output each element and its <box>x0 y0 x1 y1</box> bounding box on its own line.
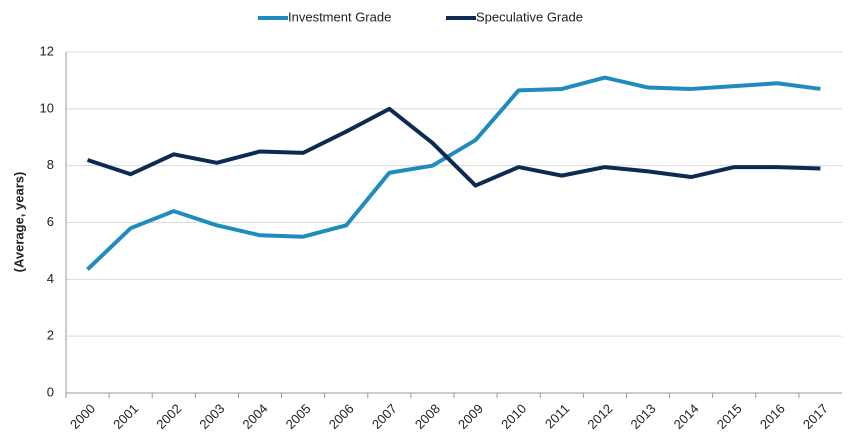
y-tick-label: 12 <box>40 43 54 58</box>
y-tick-label: 2 <box>47 328 54 343</box>
x-tick-label: 2008 <box>412 401 443 432</box>
x-tick-label: 2005 <box>283 401 314 432</box>
x-tick-label: 2004 <box>239 401 270 432</box>
y-tick-label: 6 <box>47 214 54 229</box>
y-tick-label: 10 <box>40 100 54 115</box>
x-tick-label: 2015 <box>714 401 745 432</box>
x-tick-label: 2001 <box>110 401 141 432</box>
x-tick-label: 2012 <box>584 401 615 432</box>
x-tick-label: 2010 <box>498 401 529 432</box>
x-tick-label: 2017 <box>800 401 831 432</box>
y-tick-label: 4 <box>47 271 54 286</box>
y-axis-label: (Average, years) <box>11 172 26 273</box>
x-tick-label: 2014 <box>671 401 702 432</box>
legend-label: Speculative Grade <box>476 9 583 24</box>
line-series <box>86 106 821 188</box>
y-tick-label: 8 <box>47 157 54 172</box>
y-tick-label: 0 <box>47 384 54 399</box>
x-tick-label: 2011 <box>542 401 572 431</box>
line-series <box>86 75 821 271</box>
x-tick-label: 2007 <box>369 401 400 432</box>
x-tick-label: 2009 <box>455 401 486 432</box>
x-tick-label: 2003 <box>196 401 227 432</box>
x-tick-label: 2016 <box>757 401 788 432</box>
x-tick-label: 2002 <box>153 401 184 432</box>
x-tick-label: 2006 <box>326 401 357 432</box>
x-tick-label: 2013 <box>627 401 658 432</box>
legend-label: Investment Grade <box>288 9 391 24</box>
x-tick-label: 2000 <box>67 401 98 432</box>
